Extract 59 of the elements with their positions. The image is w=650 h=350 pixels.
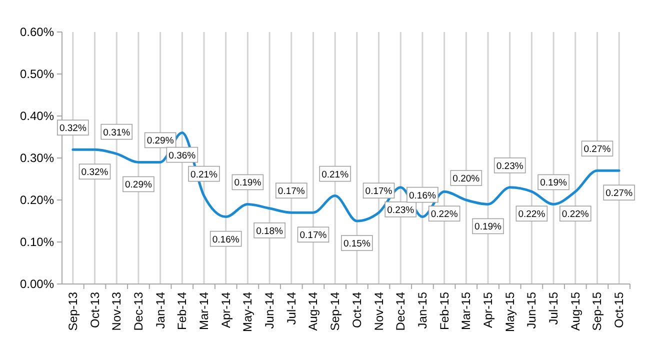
x-tick-label: Oct-14 xyxy=(350,292,364,328)
x-tick-label: Jul-15 xyxy=(546,292,561,325)
data-label: 0.32% xyxy=(59,123,87,134)
x-tick-label: Oct-13 xyxy=(88,292,102,328)
data-label: 0.22% xyxy=(518,209,546,220)
x-tick-label: Aug-15 xyxy=(568,292,582,331)
data-label: 0.17% xyxy=(278,186,306,198)
y-tick-label: 0.10% xyxy=(20,235,54,249)
x-tick-label: Nov-14 xyxy=(372,292,386,331)
x-tick-label: Aug-14 xyxy=(306,292,320,331)
data-label: 0.29% xyxy=(146,136,174,147)
data-label: 0.27% xyxy=(584,144,612,156)
data-label: 0.17% xyxy=(300,230,328,242)
data-label: 0.21% xyxy=(322,169,350,180)
x-tick-label: May-15 xyxy=(502,292,517,332)
data-label: 0.32% xyxy=(81,167,109,178)
data-label: 0.31% xyxy=(103,127,131,138)
x-tick-label: Sep-14 xyxy=(328,292,342,331)
data-label: 0.23% xyxy=(387,204,415,216)
data-label: 0.27% xyxy=(606,188,634,200)
x-tick-label: Jan-15 xyxy=(415,292,430,329)
x-tick-label: Dec-14 xyxy=(394,292,408,331)
data-label: 0.22% xyxy=(430,209,458,220)
data-label: 0.23% xyxy=(496,160,524,172)
data-label: 0.16% xyxy=(212,234,240,246)
x-tick-label: Apr-15 xyxy=(481,292,495,328)
y-tick-label: 0.60% xyxy=(20,25,54,39)
data-label: 0.20% xyxy=(452,174,480,184)
x-tick-label: Oct-15 xyxy=(612,292,626,328)
x-tick-label: May-14 xyxy=(240,292,255,332)
data-label: 0.16% xyxy=(408,190,436,202)
data-label: 0.36% xyxy=(168,150,196,162)
data-label: 0.21% xyxy=(190,169,218,180)
y-tick-label: 0.00% xyxy=(20,277,54,291)
y-tick-label: 0.40% xyxy=(20,109,54,123)
x-tick-label: Mar-14 xyxy=(197,292,211,330)
x-tick-label: Jul-14 xyxy=(284,292,298,325)
data-label: 0.15% xyxy=(343,238,371,250)
y-tick-label: 0.20% xyxy=(20,193,54,207)
x-tick-label: Jan-14 xyxy=(153,292,168,329)
data-label: 0.19% xyxy=(474,222,502,233)
y-tick-label: 0.30% xyxy=(20,151,54,165)
data-label: 0.19% xyxy=(234,178,262,189)
x-tick-label: Apr-14 xyxy=(218,292,233,328)
data-label: 0.19% xyxy=(540,178,568,189)
x-tick-label: Sep-15 xyxy=(590,292,604,331)
x-tick-label: Feb-15 xyxy=(437,292,452,330)
x-tick-label: Sep-13 xyxy=(66,292,80,331)
data-label: 0.22% xyxy=(562,209,590,220)
x-tick-label: Jun-15 xyxy=(524,292,539,329)
y-tick-label: 0.50% xyxy=(20,67,54,81)
data-label: 0.29% xyxy=(124,180,152,191)
x-tick-label: Dec-13 xyxy=(131,292,146,331)
data-label: 0.18% xyxy=(256,226,284,237)
x-tick-label: Jun-14 xyxy=(262,292,277,329)
x-tick-label: Mar-15 xyxy=(459,292,474,330)
x-tick-label: Feb-14 xyxy=(175,292,190,330)
data-label: 0.17% xyxy=(365,186,393,198)
x-tick-label: Nov-13 xyxy=(110,292,124,331)
